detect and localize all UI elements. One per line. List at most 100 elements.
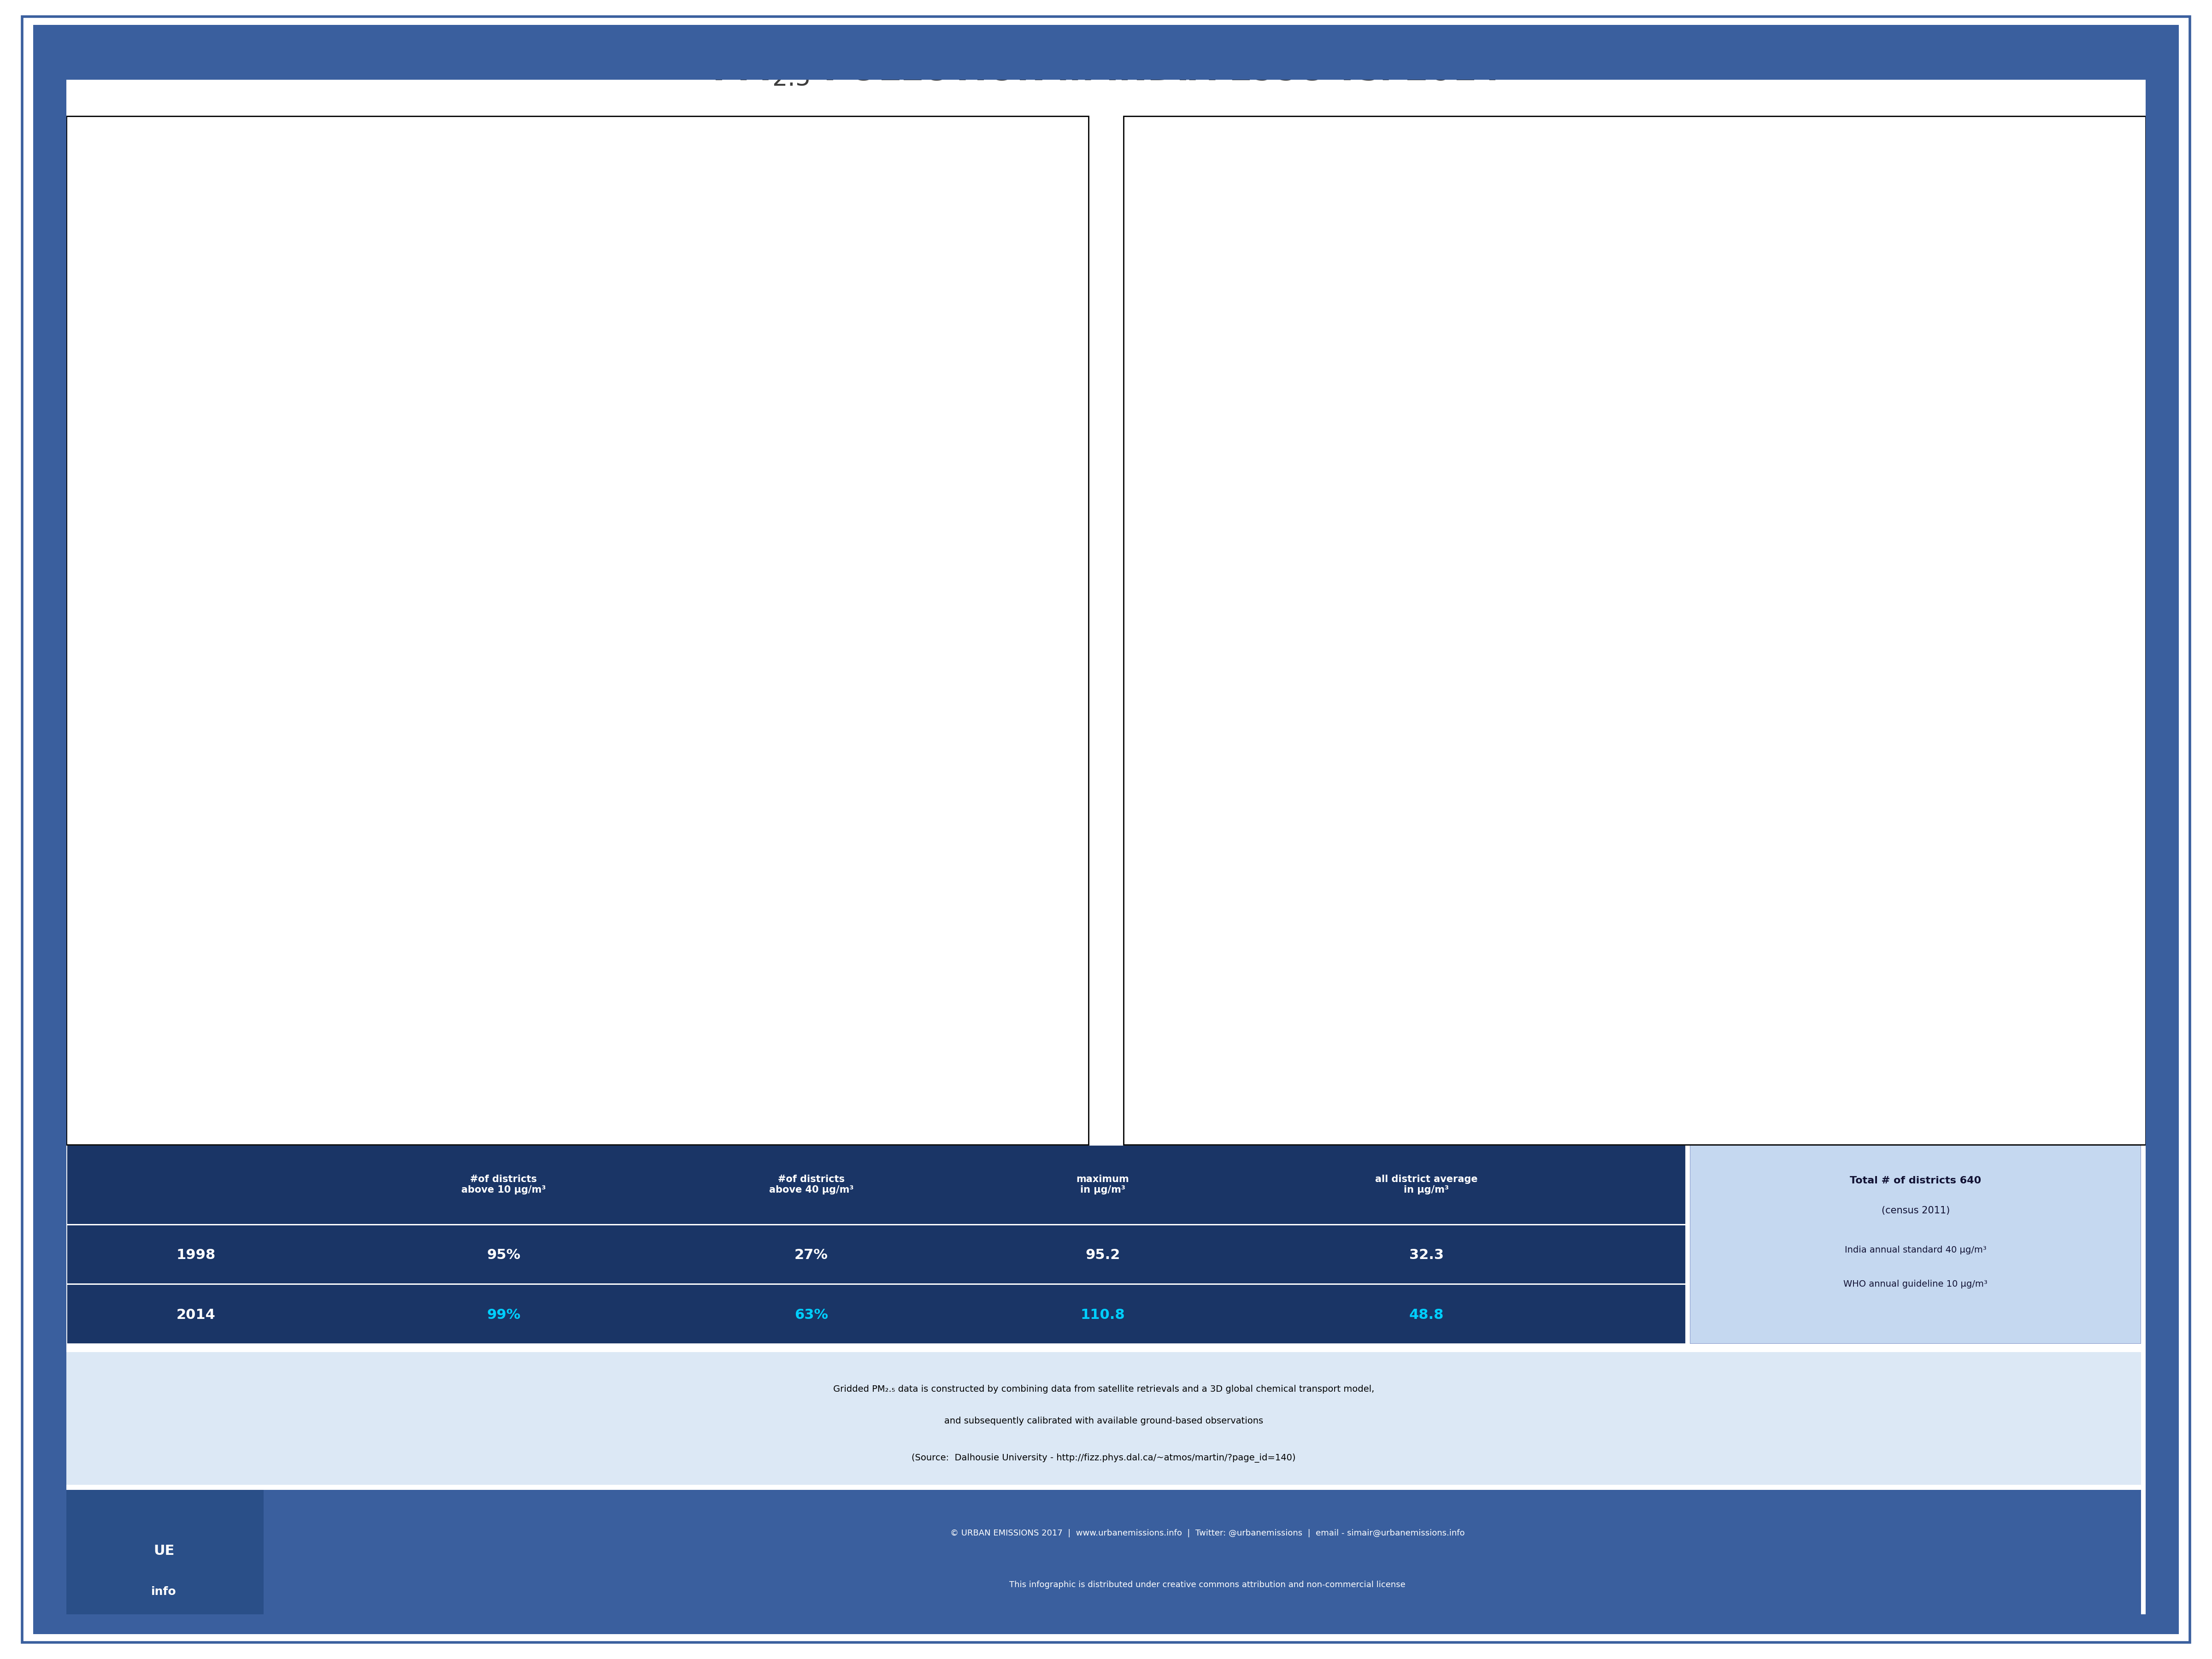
Text: (Source:  Dalhousie University - http://fizz.phys.dal.ca/~atmos/martin/?page_id=: (Source: Dalhousie University - http://f… [911,1453,1296,1463]
Polygon shape [243,730,325,954]
Polygon shape [659,202,832,345]
Polygon shape [325,720,538,964]
Text: all district average
in μg/m³: all district average in μg/m³ [1376,1175,1478,1194]
Text: 80 to 100: 80 to 100 [891,932,927,939]
Polygon shape [1340,264,1493,355]
Polygon shape [1422,324,1502,375]
Polygon shape [1615,385,1787,538]
Text: and subsequently calibrated with available ground-based observations: and subsequently calibrated with availab… [945,1417,1263,1425]
Polygon shape [1310,173,1482,284]
Text: WHO annual guideline 10 μg/m³: WHO annual guideline 10 μg/m³ [1843,1279,1989,1289]
Bar [830,863,885,902]
Text: Bay of Bengal: Bay of Bengal [644,888,714,898]
Text: PM$_{2.5}$: PM$_{2.5}$ [1905,559,1929,567]
Polygon shape [232,599,495,801]
Polygon shape [374,254,518,324]
Text: Year 2014: Year 2014 [1783,151,1858,164]
Polygon shape [759,609,781,710]
Text: $\mu$g/m$^3$: $\mu$g/m$^3$ [847,599,872,609]
Text: Gridded PM₂.₅ data is constructed by combining data from satellite retrievals an: Gridded PM₂.₅ data is constructed by com… [834,1385,1374,1394]
Polygon shape [1462,274,1756,375]
Polygon shape [1290,599,1553,801]
Bar [830,967,885,1009]
Text: India annual standard 40 μg/m³: India annual standard 40 μg/m³ [1845,1246,1986,1254]
Text: 0 to 10: 0 to 10 [891,615,918,622]
Bar [1887,967,1942,1009]
Bar [1887,703,1942,745]
Text: 60 to 80: 60 to 80 [1949,879,1980,886]
Text: 110.8: 110.8 [1079,1309,1126,1322]
Text: This infographic is distributed under creative commons attribution and non-comme: This infographic is distributed under cr… [1009,1581,1405,1589]
Text: 40 to 50: 40 to 50 [1949,773,1980,780]
Text: maximum
in μg/m³: maximum in μg/m³ [1077,1175,1128,1194]
Text: Bay of Bengal: Bay of Bengal [1701,888,1772,898]
Polygon shape [617,304,739,415]
Bar [1887,916,1942,956]
Text: $\mu$g/m$^3$: $\mu$g/m$^3$ [1905,599,1929,609]
Polygon shape [1179,496,1281,589]
Text: 32.3: 32.3 [1409,1249,1444,1262]
Polygon shape [252,173,425,284]
Text: 10 to 20: 10 to 20 [891,669,922,675]
Text: 20 to 40: 20 to 40 [1949,720,1980,728]
Bar [830,599,885,639]
Bar [1887,810,1942,849]
Bar [830,650,885,692]
Polygon shape [1230,264,1431,466]
Text: 95.2: 95.2 [1086,1249,1119,1262]
Text: 50 to 60: 50 to 60 [891,826,922,833]
Text: 20 to 40: 20 to 40 [891,720,922,728]
Polygon shape [1431,496,1717,720]
Polygon shape [283,264,436,355]
Text: 80 to 100: 80 to 100 [1949,932,1984,939]
Polygon shape [557,385,730,538]
Text: 63%: 63% [794,1309,827,1322]
Polygon shape [1816,609,1838,710]
Text: (census 2011): (census 2011) [1882,1206,1949,1214]
Text: 50 to 60: 50 to 60 [1949,826,1980,833]
Text: Arabian Sea: Arabian Sea [131,838,192,846]
Bar [1887,650,1942,692]
Polygon shape [1332,355,1694,518]
Polygon shape [1380,720,1595,964]
Polygon shape [274,355,637,518]
Text: #of districts
above 10 μg/m³: #of districts above 10 μg/m³ [462,1175,546,1194]
Polygon shape [1462,994,1513,1065]
Polygon shape [1250,446,1655,639]
Bar [830,916,885,956]
Text: 95%: 95% [487,1249,520,1262]
Bar [66,1490,263,1626]
Text: 27%: 27% [794,1249,827,1262]
Polygon shape [405,274,699,375]
Bar [1887,863,1942,902]
Polygon shape [1301,730,1380,954]
Bar [830,703,885,745]
Polygon shape [405,994,456,1065]
Text: #of districts
above 40 μg/m³: #of districts above 40 μg/m³ [770,1175,854,1194]
Polygon shape [173,264,374,466]
Text: 40 to 50: 40 to 50 [891,773,922,780]
Polygon shape [1674,304,1796,415]
Text: 100 to 200: 100 to 200 [891,985,931,992]
Bar [66,1145,1686,1224]
Text: Arabian Sea: Arabian Sea [1188,838,1250,846]
Text: 99%: 99% [487,1309,520,1322]
Polygon shape [122,496,223,589]
Bar [66,1284,1686,1344]
Text: Indian Ocean: Indian Ocean [1429,1072,1495,1080]
Polygon shape [374,496,659,720]
Text: info: info [150,1586,177,1598]
Polygon shape [192,446,597,639]
Text: UE: UE [153,1545,175,1558]
Polygon shape [1431,254,1575,324]
Text: 60 to 80: 60 to 80 [891,879,922,886]
Polygon shape [1188,415,1332,557]
Text: Year 1998: Year 1998 [726,151,801,164]
Polygon shape [1717,202,1887,345]
Text: PM$_{2.5}$ POLLUTION in INDIA 1998 vs. 2014: PM$_{2.5}$ POLLUTION in INDIA 1998 vs. 2… [712,53,1500,88]
Text: Total # of districts 640: Total # of districts 640 [1849,1176,1982,1185]
Polygon shape [131,415,274,557]
Text: © URBAN EMISSIONS 2017  |  www.urbanemissions.info  |  Twitter: @urbanemissions : © URBAN EMISSIONS 2017 | www.urbanemissi… [951,1530,1464,1538]
Bar [1887,599,1942,639]
Polygon shape [365,324,445,375]
